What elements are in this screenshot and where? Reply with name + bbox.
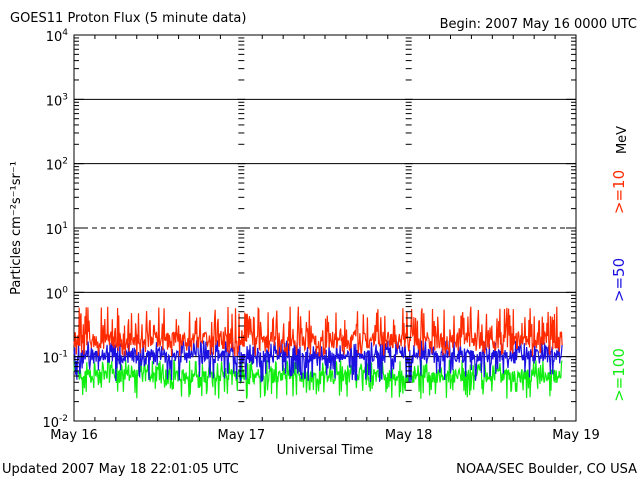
x-tick-label: May 19 <box>552 428 600 443</box>
series-line <box>73 358 563 399</box>
plot-grid <box>74 98 576 358</box>
x-tick-label: May 16 <box>50 428 98 443</box>
y-tick-label: 10-2 <box>42 414 68 431</box>
x-tick-label: May 17 <box>218 428 266 443</box>
y-tick-label: 103 <box>46 92 68 109</box>
y-tick-label: 10-1 <box>42 350 68 367</box>
series-line <box>73 339 563 383</box>
x-axis-label: Universal Time <box>277 443 374 458</box>
legend-series-50: >=50 <box>610 258 628 302</box>
y-tick-label: 101 <box>46 221 68 238</box>
updated-timestamp: Updated 2007 May 18 22:01:05 UTC <box>2 462 239 477</box>
y-tick-label: 100 <box>46 285 69 302</box>
x-axis-ticks: May 16 May 17 May 18 May 19 <box>50 35 600 443</box>
y-tick-label: 102 <box>46 157 68 174</box>
series-layer <box>73 306 563 399</box>
legend-series-10: >=10 <box>610 170 628 214</box>
legend-series-100: >=100 <box>610 348 628 402</box>
credit: NOAA/SEC Boulder, CO USA <box>456 462 637 477</box>
y-tick-label: 104 <box>46 28 69 45</box>
begin-time: Begin: 2007 May 16 0000 UTC <box>440 17 637 32</box>
y-axis-label: Particles cm⁻²s⁻¹sr⁻¹ <box>9 161 24 295</box>
legend-mev: MeV <box>615 126 630 154</box>
x-tick-label: May 18 <box>385 428 433 443</box>
chart-title: GOES11 Proton Flux (5 minute data) <box>10 11 246 26</box>
y-axis-ticks: 10-2 10-1 100 101 102 103 104 <box>42 28 576 431</box>
series-line <box>73 306 563 357</box>
